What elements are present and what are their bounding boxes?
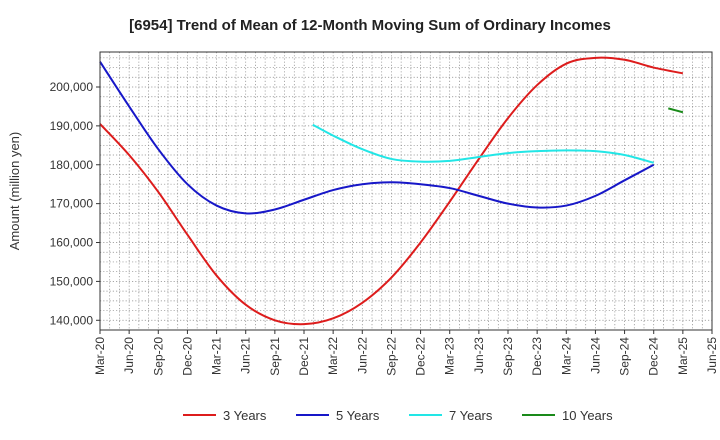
series-layer	[99, 56, 684, 326]
x-tick-label: Mar-20	[93, 337, 107, 375]
x-tick-label: Dec-23	[530, 337, 544, 376]
x-tick-label: Jun-24	[588, 337, 602, 374]
x-tick-label: Dec-20	[180, 337, 194, 376]
x-tick-label: Sep-20	[151, 337, 165, 376]
x-tick-label: Sep-23	[501, 337, 515, 376]
x-axis-ticks: Mar-20 Jun-20 Sep-20 Dec-20 Mar-21 Jun-21 Sep-…	[93, 330, 719, 376]
y-tick-label: 160,000	[50, 236, 94, 250]
x-tick-label: Mar-23	[443, 337, 457, 375]
x-tick-label: Jun-22	[355, 337, 369, 374]
series-line-7-years	[312, 123, 654, 164]
x-tick-label: Jun-21	[239, 337, 253, 374]
y-tick-label: 190,000	[50, 119, 94, 133]
plot-frame	[99, 51, 713, 331]
y-tick-label: 170,000	[50, 197, 94, 211]
series-line-5-years	[99, 61, 655, 215]
x-tick-label: Mar-25	[676, 337, 690, 375]
x-tick-label: Mar-21	[210, 337, 224, 375]
y-tick-label: 200,000	[50, 80, 94, 94]
y-tick-label: 150,000	[50, 274, 94, 288]
x-tick-label: Jun-25	[705, 337, 719, 374]
legend-label-7-years: 7 Years	[449, 408, 493, 423]
legend: 3 Years 5 Years 7 Years 10 Years	[183, 408, 613, 423]
y-tick-label: 180,000	[50, 158, 94, 172]
legend-label-5-years: 5 Years	[336, 408, 380, 423]
x-tick-label: Sep-22	[384, 337, 398, 376]
x-tick-label: Dec-21	[297, 337, 311, 376]
y-tick-label: 140,000	[50, 313, 94, 327]
legend-label-3-years: 3 Years	[223, 408, 267, 423]
x-tick-label: Jun-20	[122, 337, 136, 374]
y-axis-label: Amount (million yen)	[7, 132, 22, 251]
x-tick-label: Sep-21	[268, 337, 282, 376]
chart-title: [6954] Trend of Mean of 12-Month Moving …	[129, 17, 611, 34]
x-tick-label: Mar-22	[326, 337, 340, 375]
x-tick-label: Sep-24	[618, 337, 632, 376]
series-line-10-years	[668, 107, 684, 114]
legend-label-10-years: 10 Years	[562, 408, 613, 423]
x-tick-label: Dec-22	[414, 337, 428, 376]
y-axis-ticks: 140,000 150,000 160,000 170,000 180,000 190,0…	[50, 80, 100, 327]
x-tick-label: Dec-24	[647, 337, 661, 376]
grid-layer	[100, 52, 712, 330]
x-tick-label: Jun-23	[472, 337, 486, 374]
x-tick-label: Mar-24	[559, 337, 573, 375]
series-line-3-years	[99, 56, 684, 326]
